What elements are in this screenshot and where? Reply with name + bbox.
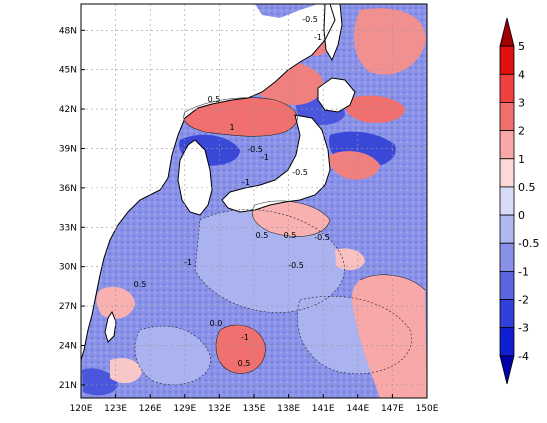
colorbar: 5 4 3 2 1 0.5 0 -0.5 -1 -2 -3 -4 — [499, 17, 539, 385]
lat-tick-label: 27N — [59, 302, 77, 312]
contour-value-label: 1 — [229, 123, 234, 132]
lat-tick-label: 39N — [59, 144, 77, 154]
lat-tick-label: 24N — [59, 341, 77, 351]
contour-value-label: -1 — [242, 178, 250, 187]
lon-tick-label: 138E — [277, 404, 300, 414]
lon-tick-label: 144E — [346, 404, 369, 414]
contour-value-label: 0.0 — [210, 319, 223, 328]
colorbar-level-label: -3 — [518, 322, 529, 335]
colorbar-segment — [499, 130, 515, 160]
contour-value-label: -1 — [261, 153, 269, 162]
lon-tick-label: 129E — [173, 404, 196, 414]
colorbar-segment — [499, 102, 515, 132]
colorbar-segment — [499, 214, 515, 244]
colorbar-level-label: 2 — [518, 125, 525, 138]
lat-tick-label: 36N — [59, 184, 77, 194]
colorbar-segment — [499, 270, 515, 300]
lon-tick-label: 120E — [70, 404, 93, 414]
contour-value-label: 0.5 — [284, 231, 297, 240]
lon-tick-label: 132E — [208, 404, 231, 414]
contour-value-label: -1 — [241, 333, 249, 342]
contour-value-label: 0.5 — [208, 95, 221, 104]
contour-value-label: 0.5 — [238, 359, 251, 368]
lat-tick-label: 30N — [59, 263, 77, 273]
lat-tick-label: 33N — [59, 223, 77, 233]
contour-value-label: -0.5 — [288, 261, 304, 270]
colorbar-segment — [499, 327, 515, 357]
lon-tick-label: 126E — [139, 404, 162, 414]
lon-tick-label: 141E — [312, 404, 335, 414]
colorbar-level-label: 5 — [518, 40, 525, 53]
contour-value-label: -1 — [184, 258, 192, 267]
colorbar-level-label: 3 — [518, 96, 525, 109]
anomaly-field — [81, 4, 427, 398]
colorbar-level-label: -0.5 — [518, 237, 539, 250]
lat-tick-label: 42N — [59, 105, 77, 115]
contour-labels: -0.5-10.51-0.5-1-0.5-10.5 -0.5-10.5-0.50.… — [134, 15, 330, 368]
colorbar-segment — [499, 73, 515, 103]
lon-tick-label: 123E — [104, 404, 127, 414]
colorbar-segment — [499, 45, 515, 75]
contour-value-label: 0.5 — [134, 280, 147, 289]
colorbar-segment — [499, 186, 515, 216]
colorbar-segment — [499, 17, 515, 47]
lat-tick-label: 21N — [59, 381, 77, 391]
lon-tick-label: 150E — [416, 404, 439, 414]
colorbar-segment — [499, 355, 515, 385]
colorbar-segment — [499, 242, 515, 272]
colorbar-level-label: 1 — [518, 153, 525, 166]
longitude-axis: 120E 123E 126E 129E 132E 135E 138E 141E 144E 147E… — [70, 394, 439, 414]
contour-value-label: -0.5 — [314, 233, 330, 242]
lat-tick-label: 45N — [59, 66, 77, 76]
colorbar-segment — [499, 299, 515, 329]
colorbar-segment — [499, 158, 515, 188]
lon-tick-label: 135E — [243, 404, 266, 414]
contour-value-label: -0.5 — [247, 145, 263, 154]
contour-value-label: -0.5 — [292, 168, 308, 177]
contour-value-label: -1 — [314, 33, 322, 42]
lat-tick-label: 48N — [59, 26, 77, 36]
lon-tick-label: 147E — [381, 404, 404, 414]
colorbar-level-label: -4 — [518, 350, 529, 363]
contour-value-label: -0.5 — [302, 15, 318, 24]
latitude-axis: 21N 24N 27N 30N 33N 36N 39N 42N 45N 48N — [59, 26, 85, 391]
colorbar-level-label: -1 — [518, 265, 529, 278]
colorbar-level-label: 0.5 — [518, 181, 536, 194]
contour-value-label: 0.5 — [256, 231, 269, 240]
colorbar-level-label: -2 — [518, 294, 529, 307]
colorbar-level-label: 0 — [518, 209, 525, 222]
colorbar-level-label: 4 — [518, 68, 525, 81]
